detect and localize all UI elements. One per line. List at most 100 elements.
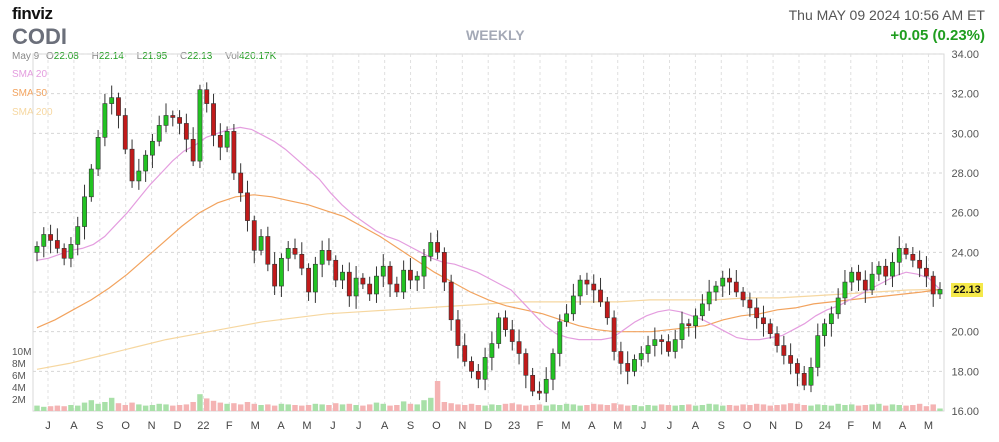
candle-down xyxy=(856,271,861,281)
volume-bar xyxy=(787,403,794,411)
volume-bar xyxy=(808,405,814,411)
volume-bar xyxy=(380,403,386,411)
date-tick-label: F xyxy=(226,420,233,432)
volume-bar xyxy=(611,403,617,411)
volume-bar xyxy=(855,405,862,411)
candle-up xyxy=(570,295,576,315)
volume-bar xyxy=(550,404,556,411)
volume-bar xyxy=(774,405,780,411)
volume-bar xyxy=(509,403,515,411)
candle-down xyxy=(727,277,732,283)
candle-down xyxy=(367,283,373,295)
date-tick-label: S xyxy=(718,420,725,432)
price-axis: 34.0032.0030.0028.0026.0024.0022.0020.00… xyxy=(951,49,979,418)
candle-down xyxy=(177,117,182,124)
volume-bar xyxy=(889,404,896,411)
candle-up xyxy=(380,265,386,277)
volume-bar xyxy=(54,405,61,411)
candle-up xyxy=(109,97,115,104)
price-tick-label: 18.00 xyxy=(951,366,979,378)
candle-down xyxy=(441,252,447,283)
volume-bar xyxy=(271,405,278,411)
volume-bar xyxy=(652,405,658,411)
date-tick-label: N xyxy=(458,420,466,432)
candle-up xyxy=(638,353,644,360)
candle-up xyxy=(285,248,291,259)
volume-bar xyxy=(407,403,414,411)
volume-bar xyxy=(903,405,909,411)
candle-up xyxy=(679,323,685,340)
candle-up xyxy=(645,345,651,354)
price-tick-label: 20.00 xyxy=(951,327,979,339)
volume-bar xyxy=(441,402,448,411)
candle-up xyxy=(557,321,563,354)
candle-down xyxy=(598,289,603,303)
volume-bar xyxy=(760,404,767,411)
volume-bar xyxy=(930,404,936,411)
volume-bar xyxy=(753,403,760,411)
date-tick-label: F xyxy=(537,420,544,432)
finviz-logo[interactable]: finviz xyxy=(12,4,53,23)
volume-bar xyxy=(353,405,359,411)
sma20-line xyxy=(36,126,941,341)
volume-bar xyxy=(645,405,651,411)
volume-bar xyxy=(577,405,583,411)
candle-down xyxy=(801,373,807,386)
candle-down xyxy=(292,248,298,255)
candle-down xyxy=(795,363,800,374)
volume-value: 420.17K xyxy=(238,51,277,62)
price-tick-label: 28.00 xyxy=(951,168,979,180)
candle-down xyxy=(211,103,216,136)
date-tick-label: 22 xyxy=(197,420,209,432)
volume-bar xyxy=(136,404,142,411)
date-tick-label: M xyxy=(924,420,933,432)
ohlc-readout: May 9 O22.08 H22.14 L21.95 C22.13 Vol420… xyxy=(12,51,282,62)
volume-bar xyxy=(346,403,353,411)
volume-bar xyxy=(231,403,237,411)
volume-bar xyxy=(842,405,848,411)
candle-down xyxy=(245,192,250,221)
volume-bar xyxy=(170,405,176,411)
candle-down xyxy=(394,283,400,293)
date-tick-label: N xyxy=(148,420,156,432)
price-tick-label: 24.00 xyxy=(951,247,979,259)
date-tick-label: J xyxy=(667,420,673,432)
candle-down xyxy=(116,97,121,116)
volume-bar xyxy=(339,404,346,411)
candle-up xyxy=(279,257,284,287)
legend-sma200: SMA 200 xyxy=(12,107,53,118)
candle-up xyxy=(496,317,502,344)
volume-bar xyxy=(543,405,549,411)
candle-down xyxy=(217,135,223,148)
sma200-line xyxy=(36,288,941,370)
candle-down xyxy=(625,363,631,372)
volume-bar xyxy=(142,405,149,411)
candle-down xyxy=(251,220,257,251)
candle-down xyxy=(604,301,610,319)
volume-bar xyxy=(489,404,495,411)
volume-bar xyxy=(428,397,434,411)
volume-bar xyxy=(190,402,196,411)
volume-bar xyxy=(149,405,156,411)
date-tick-label: M xyxy=(872,420,881,432)
candle-down xyxy=(747,299,753,309)
candle-up xyxy=(835,297,841,315)
candle-down xyxy=(462,345,468,362)
date-tick-label: A xyxy=(381,420,389,432)
volume-bar xyxy=(767,405,773,411)
volume-bar xyxy=(455,404,461,411)
close-label: C xyxy=(180,51,188,62)
volume-bar xyxy=(312,403,319,411)
volume-bar xyxy=(319,404,325,411)
volume-bar xyxy=(815,404,821,411)
candle-down xyxy=(611,317,617,352)
volume-bar xyxy=(597,404,604,411)
volume-bar xyxy=(163,404,169,411)
candle-down xyxy=(360,277,366,285)
volume-bar xyxy=(115,403,122,411)
volume-bar xyxy=(278,403,285,411)
candle-down xyxy=(346,271,352,297)
volume-bar xyxy=(672,405,678,411)
candle-up xyxy=(706,291,712,305)
